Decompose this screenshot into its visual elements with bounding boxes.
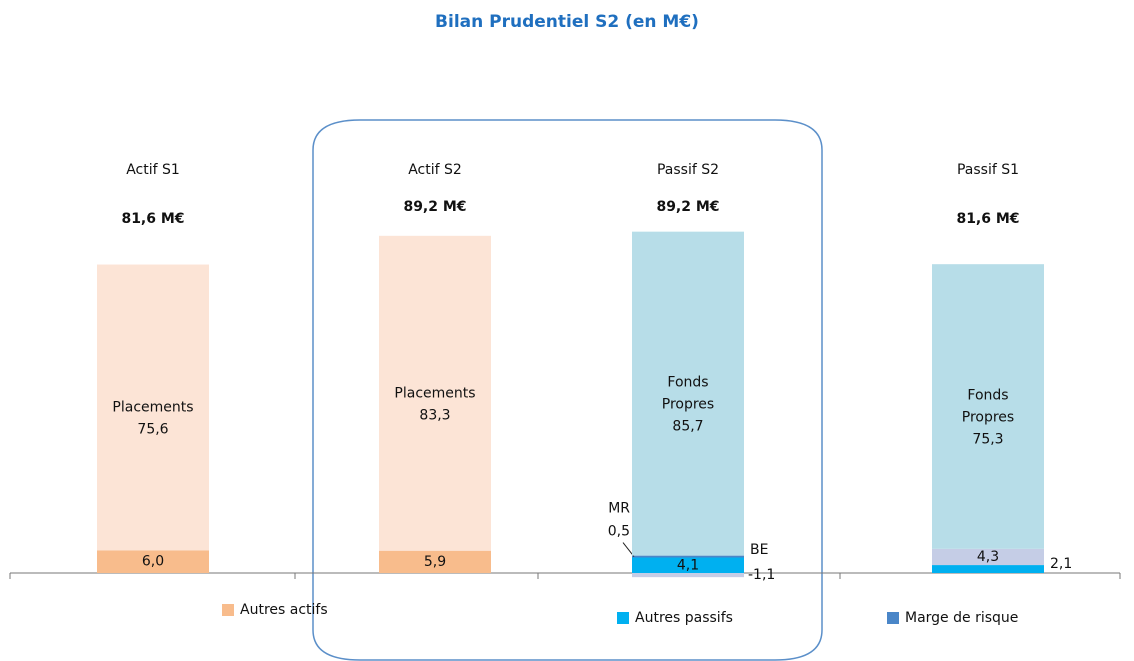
value-label: 75,3	[972, 431, 1003, 447]
value-label: 4,3	[977, 549, 999, 565]
bar-segment	[932, 565, 1044, 573]
value-label: 83,3	[419, 407, 450, 423]
total-label: 81,6 M€	[121, 211, 184, 227]
bar-segment	[632, 555, 744, 558]
bar-segment	[379, 550, 491, 573]
chart-title: Bilan Prudentiel S2 (en M€)	[435, 12, 699, 32]
bar-segment	[632, 231, 744, 556]
total-label: 89,2 M€	[656, 199, 719, 215]
category-label: Passif S2	[657, 162, 719, 178]
legend-label: Autres actifs	[240, 602, 328, 618]
legend-swatch	[887, 612, 899, 624]
highlight-frame	[312, 119, 823, 661]
category-label: Actif S2	[408, 162, 462, 178]
legend-swatch	[617, 612, 629, 624]
value-label: 2,1	[1050, 556, 1072, 572]
legend-label: Marge de risque	[905, 610, 1018, 626]
segment-name: MR	[608, 501, 630, 517]
value-label: 0,5	[608, 524, 630, 540]
value-label: 5,9	[424, 554, 446, 570]
bar-segment	[97, 264, 209, 551]
bar-segment	[632, 557, 744, 573]
legend-label: Autres passifs	[635, 610, 733, 626]
bar-segment	[932, 548, 1044, 566]
category-label: Actif S1	[126, 162, 180, 178]
value-label: 6,0	[142, 554, 164, 570]
value-label: -1,1	[748, 567, 775, 583]
value-label: 75,6	[137, 421, 168, 437]
value-label: 85,7	[672, 419, 703, 435]
total-label: 81,6 M€	[956, 211, 1019, 227]
segment-name: Fonds Propres	[662, 375, 714, 413]
value-label: 4,1	[677, 557, 699, 573]
legend-swatch	[222, 604, 234, 616]
segment-name: Placements	[112, 399, 193, 415]
bar-segment	[932, 264, 1044, 549]
segment-name: BE	[750, 542, 768, 558]
segment-name: Placements	[394, 385, 475, 401]
segment-name: Fonds Propres	[962, 387, 1014, 425]
category-label: Passif S1	[957, 162, 1019, 178]
bar-segment	[97, 550, 209, 573]
bar-segment	[379, 235, 491, 551]
bar-segment	[632, 573, 744, 578]
total-label: 89,2 M€	[403, 199, 466, 215]
